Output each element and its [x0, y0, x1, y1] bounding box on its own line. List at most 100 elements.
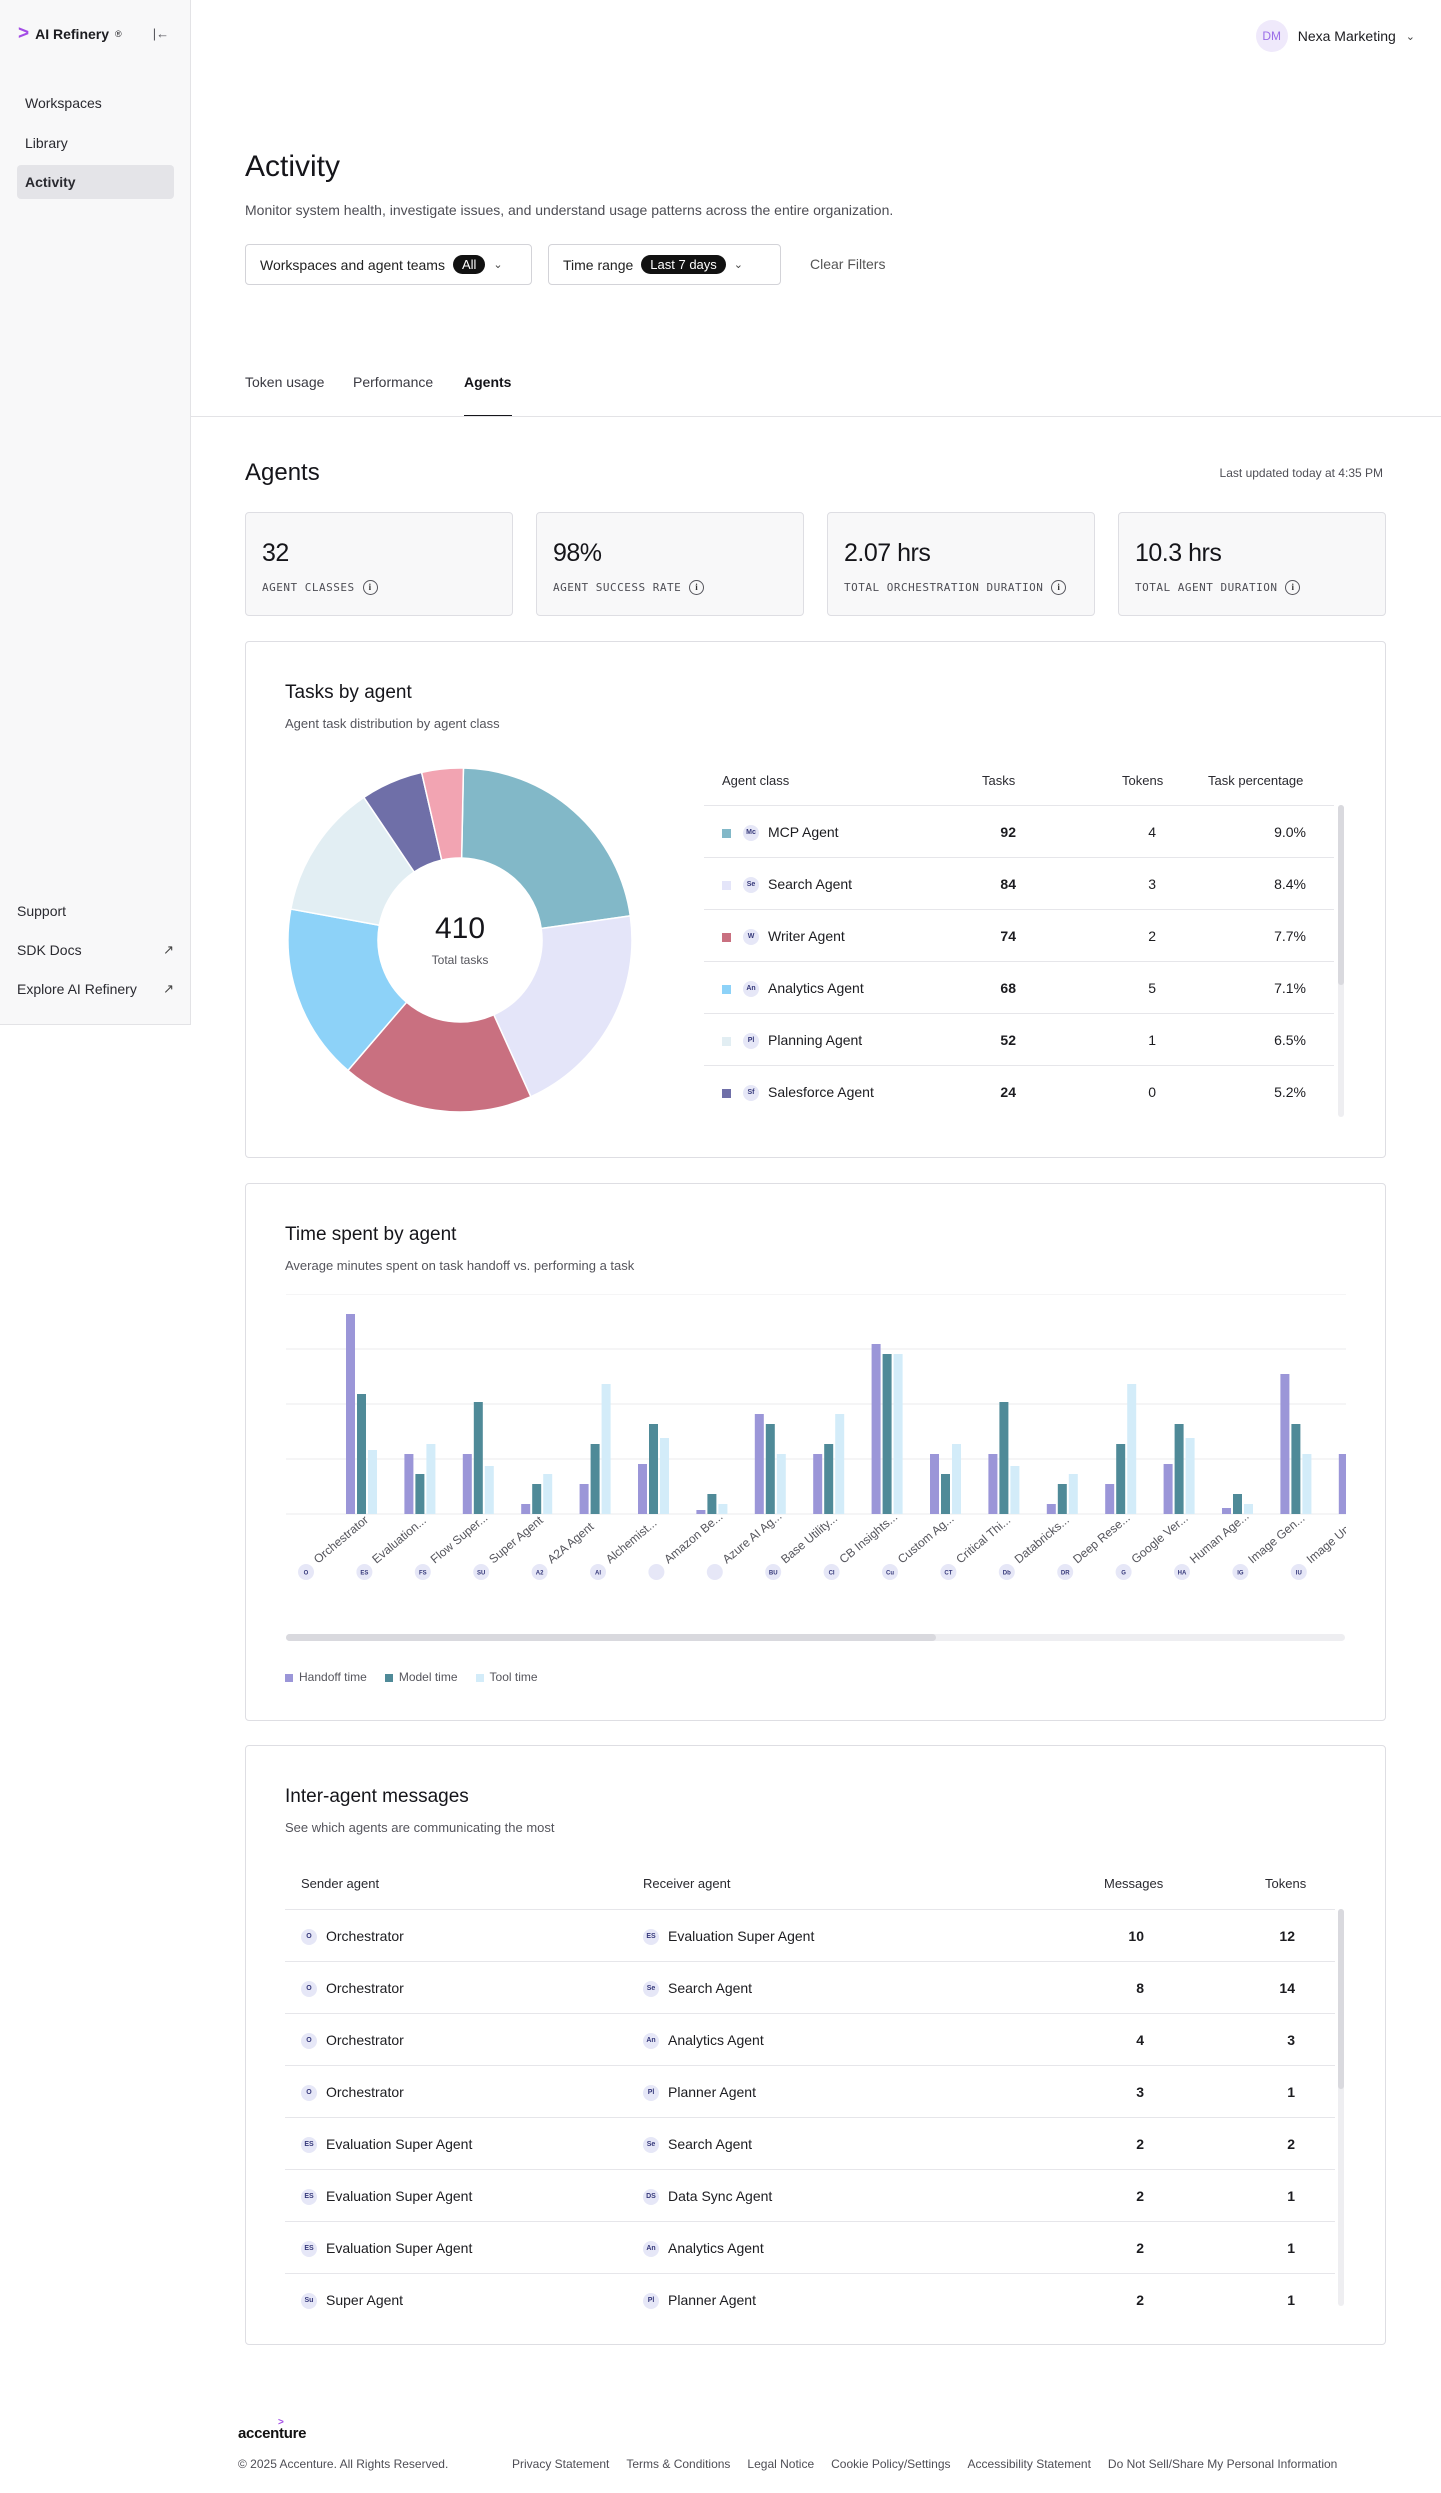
- bar[interactable]: [1244, 1504, 1253, 1514]
- bar[interactable]: [1174, 1424, 1184, 1514]
- bar[interactable]: [813, 1454, 823, 1514]
- brand-logo[interactable]: > AI Refinery ®: [18, 24, 122, 43]
- footer-link[interactable]: Privacy Statement: [512, 2457, 610, 2471]
- bar[interactable]: [893, 1354, 903, 1514]
- table-row[interactable]: Pl Planning Agent 52 1 6.5%: [704, 1013, 1334, 1065]
- table-row[interactable]: O Orchestrator ES Evaluation Super Agent 10 1…: [285, 1909, 1335, 1961]
- bar[interactable]: [473, 1402, 483, 1514]
- footer-link[interactable]: Terms & Conditions: [626, 2457, 731, 2471]
- info-icon[interactable]: i: [1285, 580, 1301, 595]
- workspaces-filter[interactable]: Workspaces and agent teams All ⌄: [245, 244, 532, 285]
- table-row[interactable]: Mc MCP Agent 92 4 9.0%: [704, 805, 1334, 857]
- sidebar-item-activity[interactable]: Activity: [17, 165, 174, 199]
- table-scrollbar[interactable]: [1338, 1909, 1344, 2306]
- bar[interactable]: [1222, 1508, 1231, 1514]
- bar[interactable]: [404, 1454, 414, 1514]
- bar[interactable]: [1233, 1494, 1242, 1514]
- bar[interactable]: [696, 1510, 706, 1514]
- collapse-sidebar-icon[interactable]: |←: [152, 26, 170, 41]
- clear-filters-button[interactable]: Clear Filters: [810, 256, 886, 272]
- time-range-filter[interactable]: Time range Last 7 days ⌄: [548, 244, 781, 285]
- bar[interactable]: [415, 1474, 425, 1514]
- table-row[interactable]: Se Search Agent 84 3 8.4%: [704, 857, 1334, 909]
- bar[interactable]: [649, 1424, 658, 1514]
- bar[interactable]: [988, 1454, 998, 1514]
- info-icon[interactable]: i: [689, 580, 705, 595]
- bar[interactable]: [754, 1414, 764, 1514]
- bar[interactable]: [601, 1384, 611, 1514]
- bar[interactable]: [835, 1414, 845, 1514]
- bar[interactable]: [1057, 1484, 1067, 1514]
- bar[interactable]: [1338, 1454, 1346, 1514]
- bar[interactable]: [1068, 1474, 1078, 1514]
- bar[interactable]: [999, 1402, 1009, 1514]
- sidebar-support-link[interactable]: Support: [17, 903, 174, 919]
- tab-performance[interactable]: Performance: [353, 374, 434, 390]
- bar[interactable]: [579, 1484, 589, 1514]
- bar[interactable]: [1046, 1504, 1056, 1514]
- bar[interactable]: [1105, 1484, 1115, 1514]
- tab-agents[interactable]: Agents: [464, 374, 512, 390]
- bar[interactable]: [660, 1438, 669, 1514]
- tab-token-usage[interactable]: Token usage: [245, 374, 325, 390]
- bar[interactable]: [357, 1394, 366, 1514]
- bar[interactable]: [532, 1484, 542, 1514]
- bar[interactable]: [1116, 1444, 1126, 1514]
- bar[interactable]: [368, 1450, 377, 1514]
- bar[interactable]: [1163, 1464, 1173, 1514]
- bar[interactable]: [765, 1424, 775, 1514]
- bar[interactable]: [484, 1466, 494, 1514]
- user-menu[interactable]: DM Nexa Marketing ⌄: [1255, 20, 1415, 52]
- sidebar-item-workspaces[interactable]: Workspaces: [25, 95, 102, 111]
- table-row[interactable]: Sf Salesforce Agent 24 0 5.2%: [704, 1065, 1334, 1117]
- table-row[interactable]: ES Evaluation Super Agent An Analytics Agen…: [285, 2221, 1335, 2273]
- bar[interactable]: [1291, 1424, 1301, 1514]
- table-row[interactable]: ES Evaluation Super Agent Se Search Agent 2 2: [285, 2117, 1335, 2169]
- footer-link[interactable]: Do Not Sell/Share My Personal Informatio…: [1107, 2457, 1338, 2471]
- bar[interactable]: [426, 1444, 436, 1514]
- bar[interactable]: [1127, 1384, 1137, 1514]
- table-row[interactable]: O Orchestrator Se Search Agent 8 14: [285, 1961, 1335, 2013]
- table-row[interactable]: O Orchestrator An Analytics Agent 4 3: [285, 2013, 1335, 2065]
- table-row[interactable]: O Orchestrator Pl Planner Agent 3 1: [285, 2065, 1335, 2117]
- info-icon[interactable]: i: [362, 580, 378, 595]
- table-row[interactable]: ES Evaluation Super Agent DS Data Sync Agen…: [285, 2169, 1335, 2221]
- bar[interactable]: [718, 1504, 728, 1514]
- bar[interactable]: [776, 1454, 786, 1514]
- scroll-thumb[interactable]: [1338, 1909, 1344, 2089]
- footer-link[interactable]: Legal Notice: [747, 2457, 815, 2471]
- sender-cell: O Orchestrator: [301, 2066, 404, 2118]
- bar[interactable]: [521, 1504, 531, 1514]
- sidebar-explore-link[interactable]: Explore AI Refinery ↗: [17, 981, 174, 997]
- bar[interactable]: [707, 1494, 717, 1514]
- table-scrollbar[interactable]: [1338, 805, 1344, 1117]
- bar[interactable]: [882, 1354, 892, 1514]
- bar[interactable]: [871, 1344, 881, 1514]
- brand-mark: ®: [115, 28, 122, 39]
- bar[interactable]: [1302, 1454, 1312, 1514]
- sidebar-sdk-docs-link[interactable]: SDK Docs ↗: [17, 942, 174, 958]
- footer-link[interactable]: Accessibility Statement: [967, 2457, 1091, 2471]
- footer-logo[interactable]: accenture >: [238, 2417, 306, 2442]
- bar[interactable]: [462, 1454, 472, 1514]
- bar[interactable]: [1185, 1438, 1195, 1514]
- bar[interactable]: [346, 1314, 355, 1514]
- bar[interactable]: [952, 1444, 961, 1514]
- chart-scroll-thumb[interactable]: [286, 1634, 936, 1641]
- bar[interactable]: [941, 1474, 950, 1514]
- table-row[interactable]: W Writer Agent 74 2 7.7%: [704, 909, 1334, 961]
- bar[interactable]: [1280, 1374, 1290, 1514]
- chart-scrollbar[interactable]: [286, 1634, 1345, 1641]
- table-row[interactable]: Su Super Agent Pl Planner Agent 2 1: [285, 2273, 1335, 2313]
- info-icon[interactable]: i: [1051, 580, 1067, 595]
- sidebar-item-library[interactable]: Library: [25, 135, 68, 151]
- bar[interactable]: [590, 1444, 600, 1514]
- bar[interactable]: [1010, 1466, 1020, 1514]
- bar[interactable]: [638, 1464, 647, 1514]
- scroll-thumb[interactable]: [1338, 805, 1344, 985]
- bar[interactable]: [930, 1454, 939, 1514]
- bar[interactable]: [824, 1444, 834, 1514]
- footer-link[interactable]: Cookie Policy/Settings: [831, 2457, 951, 2471]
- table-row[interactable]: An Analytics Agent 68 5 7.1%: [704, 961, 1334, 1013]
- bar[interactable]: [543, 1474, 553, 1514]
